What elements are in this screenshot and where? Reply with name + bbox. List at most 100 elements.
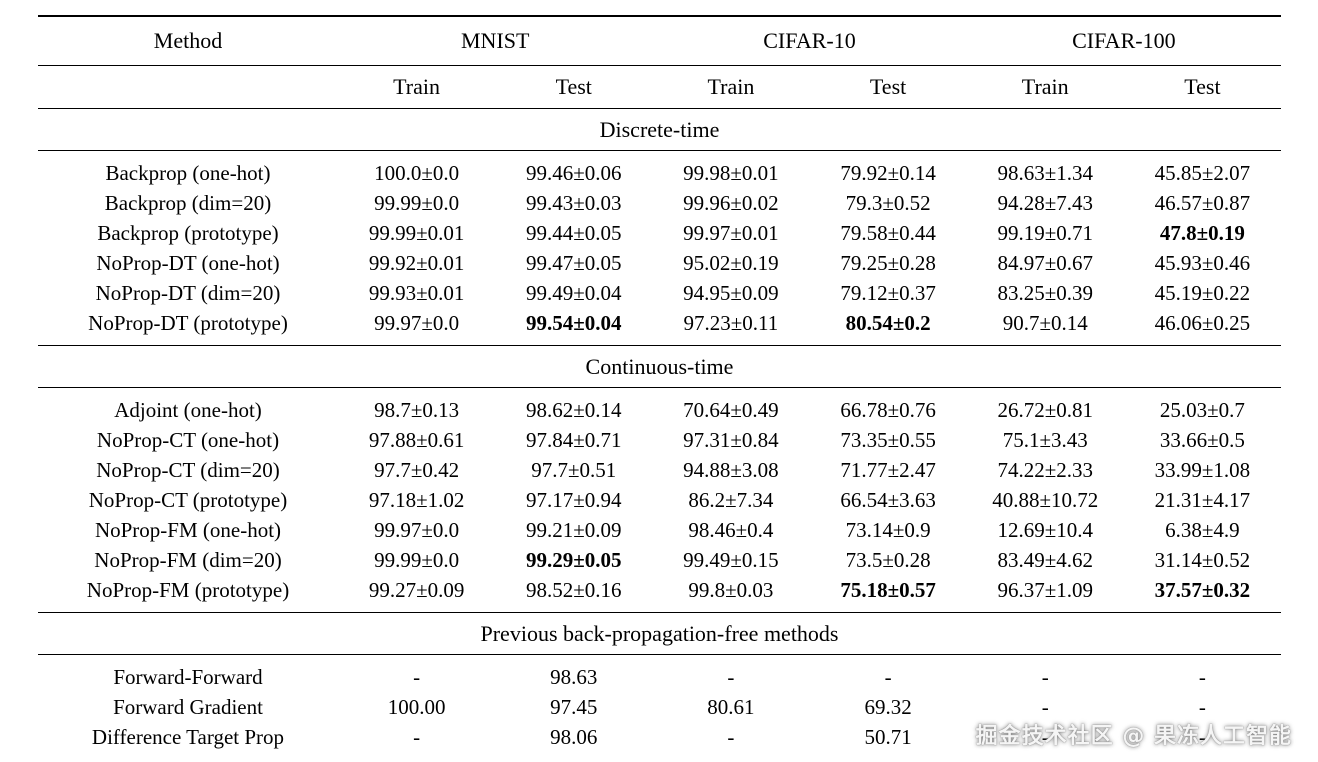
- value-cell: 45.19±0.22: [1154, 280, 1251, 305]
- value-cell: 96.37±1.09: [997, 577, 1093, 602]
- value-cell: 73.5±0.28: [845, 547, 931, 572]
- value-cell: -: [1041, 724, 1049, 749]
- value-cell: 70.64±0.49: [683, 397, 779, 422]
- group-header-cifar10: CIFAR-10: [763, 28, 856, 53]
- table-row: Forward Gradient 100.00 97.45 80.61 69.32 - -: [38, 692, 1281, 722]
- method-cell: NoProp-CT (prototype): [88, 487, 288, 512]
- value-cell: -: [727, 724, 735, 749]
- group-header-cifar100: CIFAR-100: [1072, 28, 1176, 53]
- table-subheader-row: Train Test Train Test Train Test: [38, 66, 1281, 108]
- value-cell: 46.57±0.87: [1154, 190, 1251, 215]
- value-cell: 98.06: [550, 724, 598, 749]
- value-cell: 73.14±0.9: [845, 517, 931, 542]
- value-cell: -: [1041, 694, 1049, 719]
- value-cell: 100.0±0.0: [374, 160, 460, 185]
- value-cell: 94.95±0.09: [683, 280, 779, 305]
- value-cell: 75.18±0.57: [840, 577, 936, 602]
- value-cell: 45.93±0.46: [1154, 250, 1251, 275]
- value-cell: 98.7±0.13: [374, 397, 460, 422]
- value-cell: 90.7±0.14: [1002, 310, 1088, 335]
- value-cell: 99.29±0.05: [525, 547, 622, 572]
- table-row: NoProp-FM (dim=20) 99.99±0.0 99.29±0.05 99.…: [38, 545, 1281, 575]
- value-cell: 97.18±1.02: [368, 487, 465, 512]
- value-cell: 99.99±0.0: [374, 547, 460, 572]
- value-cell: 83.49±4.62: [997, 547, 1093, 572]
- subheader-cifar100-test: Test: [1184, 74, 1221, 99]
- value-cell: 66.78±0.76: [840, 397, 936, 422]
- table-row: Forward-Forward - 98.63 - - - -: [38, 662, 1281, 692]
- value-cell: -: [1198, 664, 1206, 689]
- table-group-header-row: Method MNIST CIFAR-10 CIFAR-100: [38, 15, 1281, 66]
- method-cell: Backprop (dim=20): [104, 190, 272, 215]
- section-body: Backprop (one-hot) 100.0±0.0 99.46±0.06 99.…: [38, 151, 1281, 345]
- value-cell: 97.88±0.61: [368, 427, 465, 452]
- subheader-cifar100-train: Train: [1021, 74, 1069, 99]
- value-cell: 79.3±0.52: [845, 190, 931, 215]
- value-cell: -: [1041, 664, 1049, 689]
- value-cell: 86.2±7.34: [688, 487, 774, 512]
- value-cell: 97.7±0.42: [374, 457, 460, 482]
- method-cell: NoProp-FM (one-hot): [94, 517, 282, 542]
- value-cell: -: [413, 724, 421, 749]
- value-cell: 99.93±0.01: [368, 280, 465, 305]
- table-row: Adjoint (one-hot) 98.7±0.13 98.62±0.14 70.6…: [38, 395, 1281, 425]
- value-cell: 97.31±0.84: [683, 427, 779, 452]
- value-cell: 98.52±0.16: [525, 577, 622, 602]
- section-body: Forward-Forward -98.63- - - - Forward Gradien…: [38, 655, 1281, 759]
- value-cell: 50.71: [864, 724, 912, 749]
- value-cell: 33.99±1.08: [1154, 457, 1251, 482]
- section-title: Previous back-propagation-free methods: [38, 612, 1281, 655]
- subheader-mnist-train: Train: [393, 74, 441, 99]
- value-cell: 99.43±0.03: [525, 190, 622, 215]
- method-cell: Backprop (one-hot): [105, 160, 271, 185]
- value-cell: 74.22±2.33: [997, 457, 1093, 482]
- value-cell: 99.19±0.71: [997, 220, 1093, 245]
- subheader-cifar10-test: Test: [869, 74, 907, 99]
- value-cell: 97.17±0.94: [525, 487, 622, 512]
- method-cell: NoProp-DT (prototype): [88, 310, 288, 335]
- value-cell: -: [413, 664, 421, 689]
- value-cell: 99.97±0.01: [683, 220, 779, 245]
- value-cell: 97.45: [550, 694, 598, 719]
- value-cell: 94.28±7.43: [997, 190, 1093, 215]
- value-cell: -: [1198, 694, 1206, 719]
- value-cell: 80.61: [707, 694, 755, 719]
- section-title: Discrete-time: [38, 108, 1281, 151]
- section-body: Adjoint (one-hot) 98.7±0.13 98.62±0.14 70.6…: [38, 388, 1281, 612]
- value-cell: 71.77±2.47: [840, 457, 936, 482]
- table-row: Backprop (prototype) 99.99±0.01 99.44±0.05…: [38, 218, 1281, 248]
- value-cell: 98.62±0.14: [525, 397, 622, 422]
- value-cell: 97.7±0.51: [531, 457, 617, 482]
- table-row: NoProp-DT (prototype) 99.97±0.0 99.54±0.04…: [38, 308, 1281, 338]
- value-cell: 99.47±0.05: [525, 250, 622, 275]
- table-sections: Discrete-time Backprop (one-hot) 100.0±0.0…: [38, 108, 1281, 759]
- value-cell: 47.8±0.19: [1159, 220, 1245, 245]
- value-cell: 73.35±0.55: [840, 427, 936, 452]
- table-row: NoProp-DT (one-hot) 99.92±0.01 99.47±0.05 9…: [38, 248, 1281, 278]
- method-cell: Forward-Forward: [113, 664, 263, 689]
- method-cell: Adjoint (one-hot): [114, 397, 262, 422]
- value-cell: 99.96±0.02: [683, 190, 779, 215]
- section-title: Continuous-time: [38, 345, 1281, 388]
- table-row: NoProp-CT (prototype) 97.18±1.02 97.17±0.9…: [38, 485, 1281, 515]
- value-cell: 12.69±10.4: [997, 517, 1093, 542]
- value-cell: 84.97±0.67: [997, 250, 1093, 275]
- table-row: NoProp-CT (one-hot) 97.88±0.61 97.84±0.71 9…: [38, 425, 1281, 455]
- value-cell: 79.92±0.14: [840, 160, 936, 185]
- method-cell: NoProp-FM (dim=20): [94, 547, 282, 572]
- value-cell: 99.97±0.0: [374, 517, 460, 542]
- method-cell: NoProp-CT (one-hot): [96, 427, 280, 452]
- group-header-mnist: MNIST: [460, 28, 530, 53]
- value-cell: 79.58±0.44: [840, 220, 936, 245]
- value-cell: 66.54±3.63: [840, 487, 936, 512]
- method-cell: NoProp-FM (prototype): [86, 577, 290, 602]
- value-cell: 98.63: [550, 664, 598, 689]
- value-cell: 79.25±0.28: [840, 250, 936, 275]
- value-cell: 99.49±0.04: [525, 280, 622, 305]
- value-cell: 25.03±0.7: [1159, 397, 1245, 422]
- value-cell: 99.46±0.06: [525, 160, 622, 185]
- table-row: Difference Target Prop - 98.06 - 50.71 - -: [38, 722, 1281, 752]
- value-cell: 100.00: [387, 694, 446, 719]
- value-cell: 99.92±0.01: [368, 250, 465, 275]
- value-cell: 98.46±0.4: [688, 517, 774, 542]
